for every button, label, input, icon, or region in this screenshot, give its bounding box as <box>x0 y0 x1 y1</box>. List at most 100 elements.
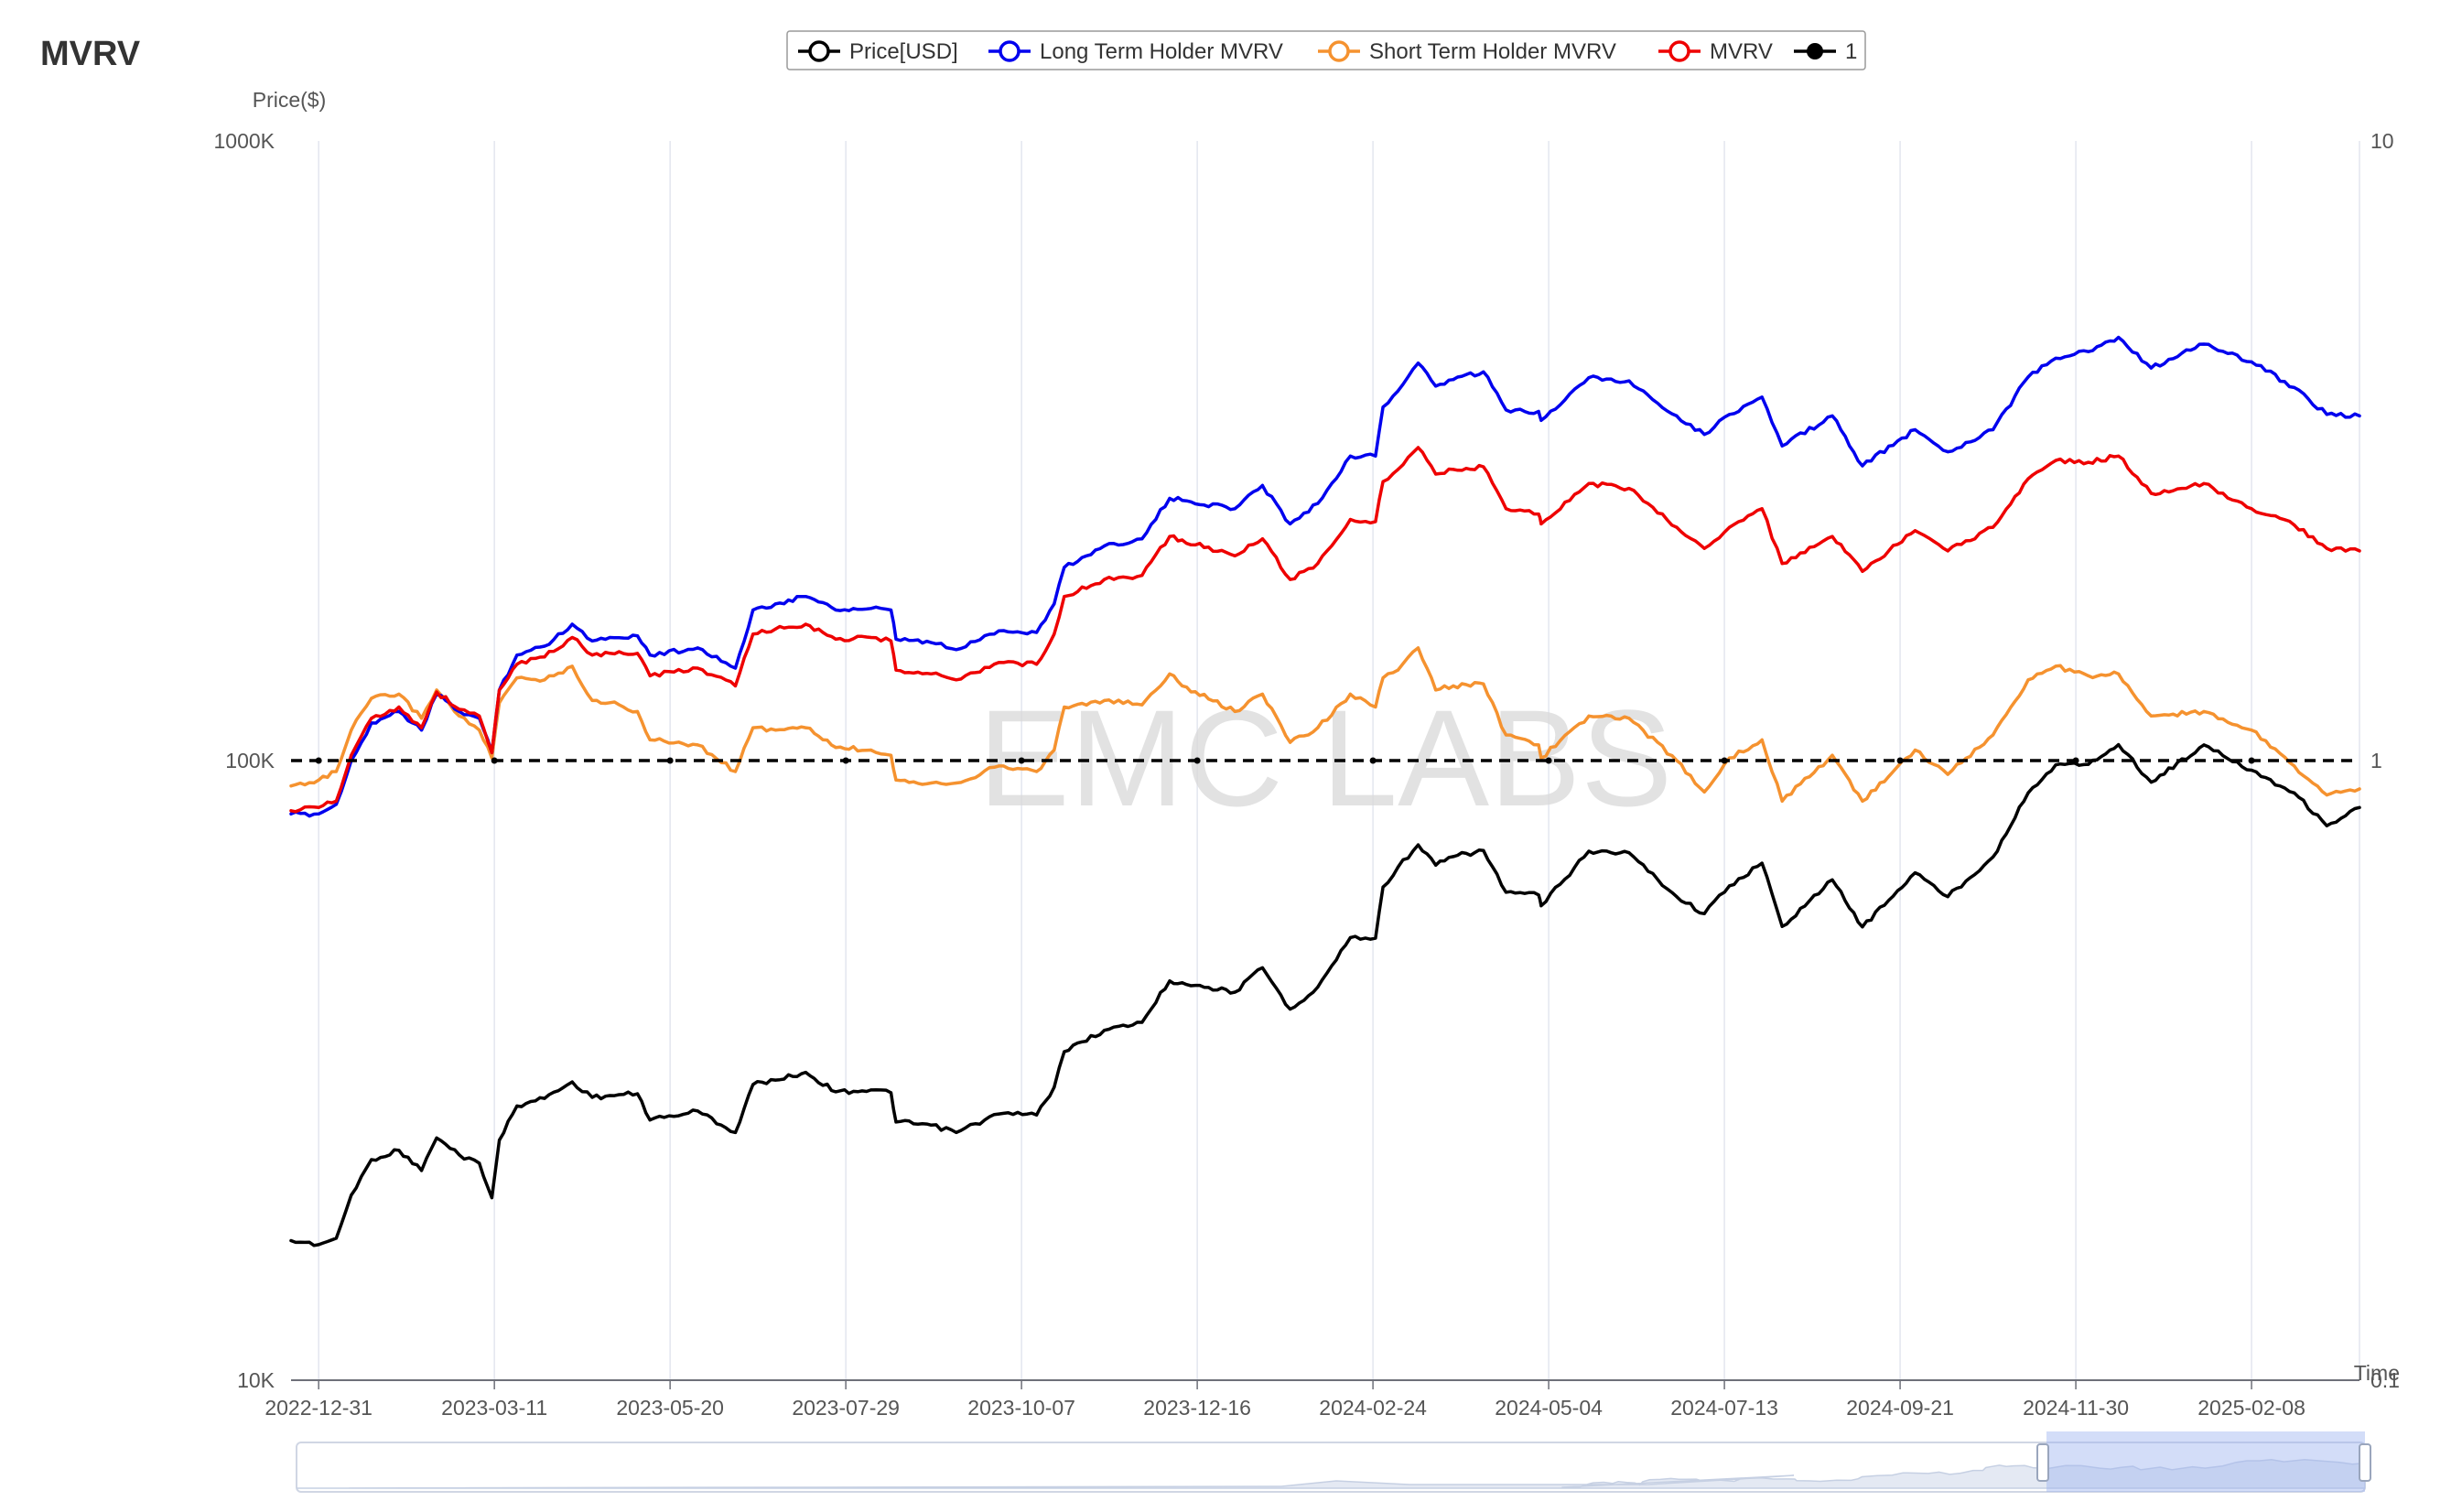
series-short-term-holder-mvrv <box>289 646 2361 804</box>
series-mvrv-point <box>1760 507 1764 511</box>
series-long-term-holder-mvrv-point <box>929 641 934 644</box>
series-short-term-holder-mvrv-point <box>1416 646 1420 650</box>
series-short-term-holder-mvrv-point <box>1702 790 1706 794</box>
series-short-term-holder-mvrv-point <box>1053 748 1056 752</box>
series-short-term-holder-mvrv-point <box>2250 729 2253 732</box>
series-long-term-holder-mvrv-point <box>1381 405 1385 409</box>
series-short-term-holder-mvrv-point <box>1504 733 1508 737</box>
series-short-term-holder-mvrv-point <box>1760 738 1764 742</box>
series-mvrv-point <box>1702 546 1706 550</box>
series-price-usd-point <box>889 1091 893 1095</box>
series-long-term-holder-mvrv-point <box>1702 433 1706 437</box>
series-price-usd-point <box>1946 895 1949 899</box>
series-price-usd-point <box>1913 871 1917 875</box>
series-long-term-holder-mvrv-point <box>570 622 574 626</box>
series-long-term-holder-mvrv-point <box>2202 342 2206 346</box>
series-price-usd-point <box>1760 861 1764 865</box>
series-mvrv-point <box>1675 525 1679 529</box>
slider-right-handle[interactable] <box>2359 1443 2371 1482</box>
series-long-term-holder-mvrv-point <box>1233 507 1236 511</box>
data-zoom-slider[interactable] <box>296 1431 2371 1493</box>
series-mvrv-point <box>608 652 611 655</box>
series-long-term-holder-mvrv-point <box>1063 566 1066 569</box>
legend-item-1[interactable]: 1 <box>1794 39 1857 64</box>
legend-item-short-term-holder-mvrv[interactable]: Short Term Holder MVRV <box>1318 39 1616 64</box>
series-price-usd-point <box>397 1149 401 1152</box>
series-mvrv-point <box>1289 578 1292 581</box>
series-short-term-holder-mvrv-point <box>1627 717 1631 720</box>
series-long-term-holder-mvrv-point <box>648 653 652 657</box>
series-mvrv-point <box>543 655 546 659</box>
series-price-usd-point <box>2149 781 2153 784</box>
series-mvrv-point <box>648 674 652 678</box>
series-mvrv-point <box>889 639 893 643</box>
series-mvrv-point <box>370 717 373 720</box>
series-short-term-holder-mvrv-line <box>289 646 2361 804</box>
series-long-term-holder-mvrv-point <box>515 653 519 657</box>
series-mvrv-point <box>635 652 640 655</box>
series-mvrv-point <box>869 635 873 640</box>
series-short-term-holder-mvrv-point <box>1289 740 1292 744</box>
series-mvrv-point <box>1063 595 1066 599</box>
series-mvrv-point <box>1140 574 1144 578</box>
chart-title: MVRV <box>40 35 141 73</box>
series-mvrv-point <box>498 688 502 692</box>
series-1-point <box>1721 757 1728 764</box>
slider-selected-window[interactable] <box>2046 1431 2365 1492</box>
legend-item-price-usd[interactable]: Price[USD] <box>798 39 958 64</box>
series-long-term-holder-mvrv-point <box>1830 414 1834 417</box>
series-long-term-holder-mvrv-point <box>1627 379 1631 383</box>
series-long-term-holder-mvrv-point <box>1103 544 1107 548</box>
series-short-term-holder-mvrv-point <box>350 729 353 732</box>
series-short-term-holder-mvrv-point <box>317 778 320 782</box>
series-price-usd-point <box>1260 966 1264 969</box>
series-short-term-holder-mvrv-point <box>1233 709 1236 714</box>
series-mvrv-point <box>955 678 958 682</box>
series-layer <box>289 335 2361 1247</box>
series-long-term-holder-mvrv-point <box>2358 414 2361 417</box>
series-price-usd-point <box>997 1112 1000 1116</box>
series-price-usd-point <box>478 1161 481 1165</box>
series-mvrv-point <box>2054 459 2057 462</box>
series-short-term-holder-mvrv-point <box>773 729 777 732</box>
legend-item-mvrv[interactable]: MVRV <box>1658 39 1773 64</box>
series-mvrv-point <box>1728 525 1732 529</box>
series-short-term-holder-mvrv-point <box>648 738 652 742</box>
x-axis-title: Time <box>2354 1361 2400 1385</box>
legend-item-long-term-holder-mvrv[interactable]: Long Term Holder MVRV <box>988 39 1283 64</box>
series-long-term-holder-mvrv-point <box>1140 537 1144 541</box>
series-short-term-holder-mvrv-point <box>478 729 481 732</box>
series-long-term-holder-mvrv-point <box>2026 375 2030 379</box>
slider-left-handle[interactable] <box>2036 1443 2049 1482</box>
series-short-term-holder-mvrv-point <box>334 770 338 773</box>
series-long-term-holder-mvrv-point <box>733 666 738 670</box>
series-price-usd-point <box>1482 848 1485 852</box>
series-mvrv-point <box>1434 472 1438 476</box>
series-price-usd-point <box>334 1237 338 1240</box>
series-long-term-holder-mvrv-point <box>1537 409 1540 414</box>
series-price-usd-point <box>2117 743 2121 747</box>
left-axis-title: Price($) <box>253 88 327 112</box>
series-mvrv-point <box>1830 535 1834 538</box>
series-short-term-holder-mvrv-point <box>1482 682 1485 686</box>
series-long-term-holder-mvrv-point <box>1946 450 1949 454</box>
series-mvrv-point <box>420 726 424 729</box>
series-price-usd-point <box>1348 935 1352 939</box>
series-mvrv-point <box>773 627 777 631</box>
series-short-term-holder-mvrv-point <box>289 784 293 788</box>
series-price-usd-point <box>1289 1008 1292 1011</box>
legend-swatch-marker <box>1807 43 1823 59</box>
series-mvrv-point <box>458 707 461 711</box>
series-mvrv-point <box>1374 520 1377 524</box>
series-mvrv-point <box>397 705 401 709</box>
series-mvrv-point <box>350 753 353 757</box>
series-short-term-holder-mvrv-point <box>635 709 640 714</box>
series-mvrv-point <box>1504 507 1508 511</box>
series-long-term-holder-mvrv-point <box>635 634 640 638</box>
series-mvrv-point <box>1396 468 1400 471</box>
left-tick-label: 100K <box>225 749 275 772</box>
series-price-usd-point <box>1702 912 1706 915</box>
series-price-usd-point <box>1103 1029 1107 1032</box>
series-price-usd-point <box>1233 990 1236 994</box>
series-price-usd-point <box>2054 763 2057 767</box>
